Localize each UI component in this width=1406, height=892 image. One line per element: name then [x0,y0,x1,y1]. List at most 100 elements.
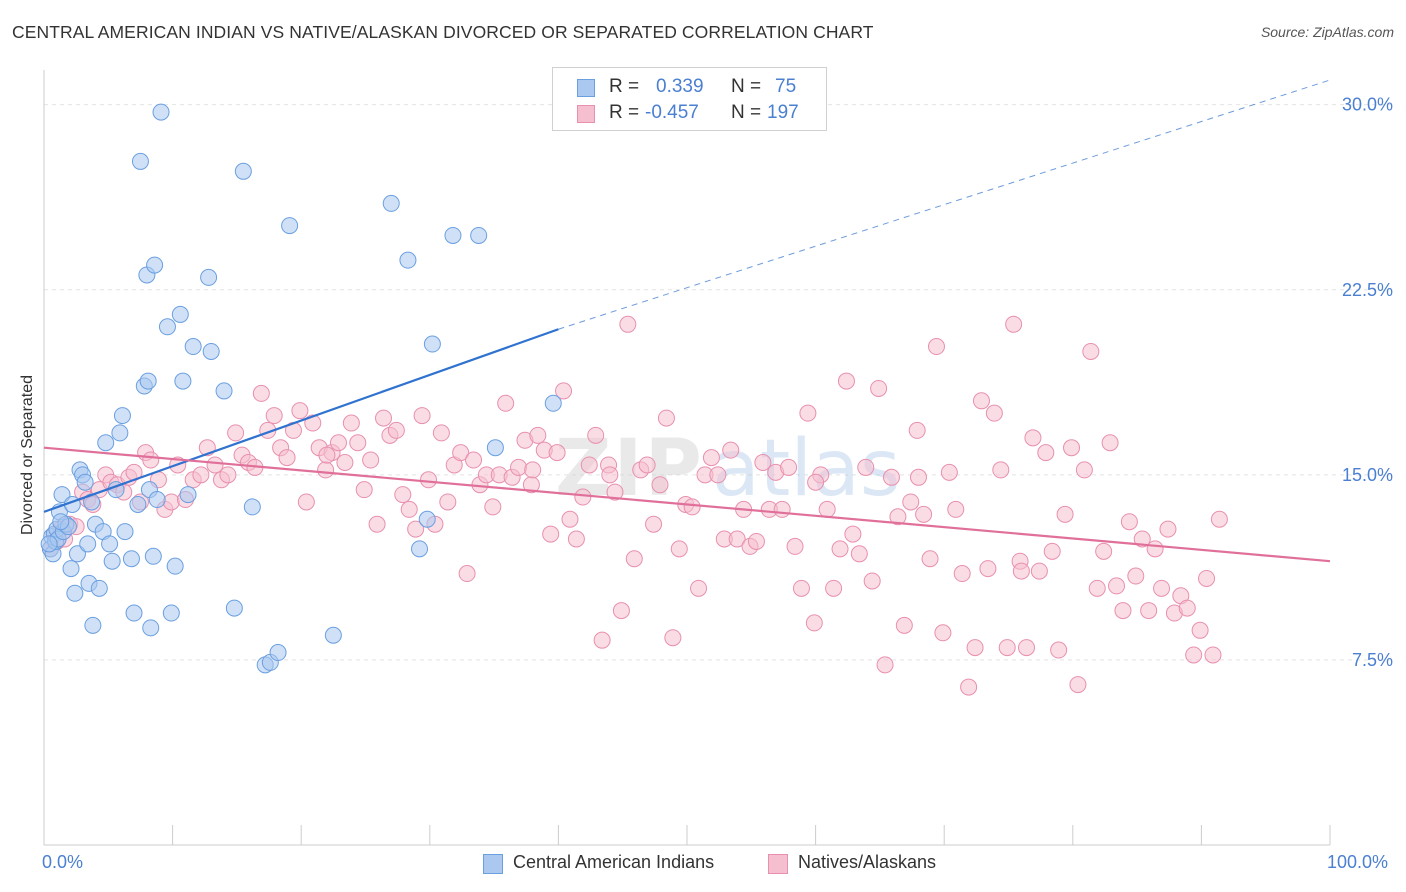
pink-data-point [318,446,336,464]
pink-data-point [432,424,450,442]
central-american-indians-points [40,103,562,674]
bottom-legend-label-pink: Natives/Alaskans [798,852,937,872]
blue-data-point [444,226,462,244]
blue-data-point [382,194,400,212]
pink-data-point [587,426,605,444]
pink-data-point [142,451,160,469]
blue-data-point [84,616,102,634]
y-tick-label: 7.5% [1352,650,1393,670]
pink-data-point [567,530,585,548]
legend-row-pink: R = -0.457 N = 197 [553,101,826,127]
legend-swatch-pink [577,105,595,123]
pink-data-point [876,656,894,674]
pink-data-point [1146,540,1164,558]
pink-data-point [548,444,566,462]
natives-alaskans-points [41,315,1228,696]
pink-data-point [1140,602,1158,620]
pink-data-point [317,461,335,479]
blue-data-point [418,510,436,528]
blue-data-point [225,599,243,617]
pink-data-point [1204,646,1222,664]
bottom-legend-label-blue: Central American Indians [513,852,715,872]
pink-data-point [1024,429,1042,447]
legend-n-label: N = [731,102,762,123]
pink-data-point [297,493,315,511]
pink-data-point [683,498,701,516]
blue-data-point [423,335,441,353]
pink-data-point [1043,542,1061,560]
pink-data-point [1114,602,1132,620]
pink-data-point [252,384,270,402]
pink-trend-line [43,446,1331,563]
pink-data-point [1012,562,1030,580]
blue-data-point [101,535,119,553]
legend-r-label: R = [609,102,640,123]
pink-data-point [792,579,810,597]
pink-data-point [452,444,470,462]
blue-data-point [234,162,252,180]
y-tick-label: 30.0% [1342,95,1393,115]
pink-data-point [1133,530,1151,548]
pink-data-point [799,404,817,422]
blue-data-point [179,486,197,504]
pink-data-point [805,614,823,632]
blue-data-point [158,318,176,336]
pink-data-point [355,481,373,499]
pink-data-point [972,392,990,410]
pink-data-point [342,414,360,432]
blue-data-point [184,338,202,356]
pink-data-point [1056,505,1074,523]
correlation-legend: R = 0.339 N = 75 R = -0.457 N = 197 [552,67,827,131]
pink-data-point [227,424,245,442]
pink-data-point [1120,513,1138,531]
pink-data-point [458,565,476,583]
pink-data-point [657,409,675,427]
x-max-label: 100.0% [1327,852,1389,872]
pink-data-point [219,466,237,484]
pink-data-point [1127,567,1145,585]
blue-data-point [62,560,80,578]
pink-data-point [747,532,765,550]
blue-data-point [122,550,140,568]
pink-data-point [1159,520,1177,538]
blue-data-point [166,557,184,575]
pink-data-point [985,404,1003,422]
pink-data-point [709,466,727,484]
blue-data-point [399,251,417,269]
blue-data-point [544,394,562,412]
pink-data-point [580,456,598,474]
pink-data-point [192,466,210,484]
blue-data-point [202,342,220,360]
blue-data-point [144,547,162,565]
pink-data-point [645,515,663,533]
trend-lines [43,79,1331,563]
blue-trend-extension [558,79,1331,330]
legend-r-label: R = [609,76,640,97]
pink-data-point [1069,676,1087,694]
pink-data-point [908,421,926,439]
pink-data-point [1101,434,1119,452]
pink-data-point [850,545,868,563]
pink-data-point [362,451,380,469]
pink-data-point [336,454,354,471]
pink-data-point [722,441,740,459]
pink-data-point [265,407,283,425]
pink-data-point [510,458,528,476]
pink-data-point [780,458,798,476]
blue-data-point [79,535,97,553]
pink-data-point [561,510,579,528]
y-tick-label: 22.5% [1342,280,1393,300]
blue-data-point [411,540,429,558]
pink-data-point [619,315,637,333]
blue-data-point [125,604,143,622]
blue-data-point [103,552,121,570]
blue-data-point [200,268,218,286]
pink-data-point [902,493,920,511]
blue-data-point [243,498,261,516]
y-tick-label: 15.0% [1342,465,1393,485]
x-min-label: 0.0% [42,852,84,872]
pink-data-point [909,468,927,486]
pink-data-point [612,602,630,620]
pink-data-point [349,434,367,452]
